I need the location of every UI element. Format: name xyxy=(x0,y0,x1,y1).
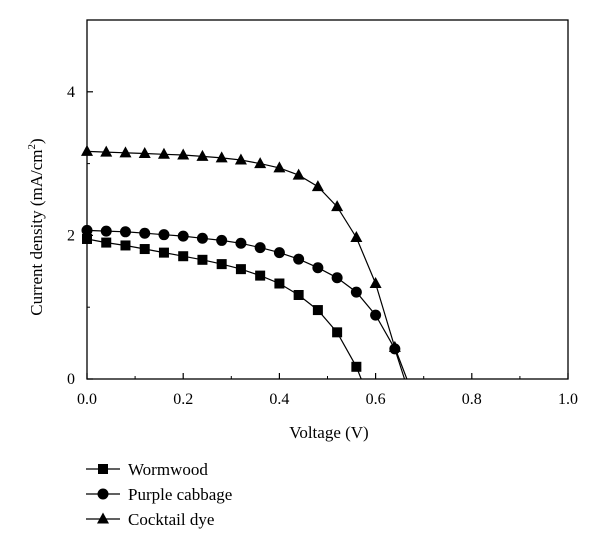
data-point-triangle xyxy=(138,147,151,159)
data-point-triangle xyxy=(177,148,190,160)
data-point-circle xyxy=(273,247,285,259)
y-tick-label: 0 xyxy=(67,371,75,388)
data-point-circle xyxy=(216,234,228,246)
series-markers xyxy=(81,144,401,372)
series-line xyxy=(86,238,362,380)
data-point-circle xyxy=(235,237,247,249)
series-curves xyxy=(86,150,408,380)
x-tick-label: 1.0 xyxy=(558,391,578,408)
data-point-circle xyxy=(350,286,362,298)
legend-item: Purple cabbage xyxy=(86,485,232,504)
data-point-circle xyxy=(293,253,305,265)
data-point-square xyxy=(351,361,362,372)
data-point-square xyxy=(82,233,92,244)
data-point-square xyxy=(332,327,343,338)
data-point-triangle xyxy=(196,149,209,161)
y-axis-title: Current density (mA/cm2) xyxy=(26,138,46,315)
series-line xyxy=(86,229,406,380)
x-tick-label: 0.8 xyxy=(462,391,482,408)
y-tick-label: 2 xyxy=(67,227,75,244)
legend-marker-square xyxy=(98,464,108,474)
data-point-triangle xyxy=(273,161,286,173)
data-point-square xyxy=(178,251,189,262)
data-point-circle xyxy=(254,242,266,254)
data-point-square xyxy=(293,289,304,300)
data-point-triangle xyxy=(311,180,324,192)
data-point-circle xyxy=(81,224,93,236)
data-point-square xyxy=(158,247,169,258)
data-point-triangle xyxy=(215,151,228,163)
x-tick-label: 0.0 xyxy=(77,391,97,408)
y-tick-label: 4 xyxy=(67,84,75,101)
data-point-circle xyxy=(312,262,324,274)
data-point-triangle xyxy=(254,157,267,169)
data-point-square xyxy=(139,244,150,255)
legend-item: Cocktail dye xyxy=(86,510,214,529)
data-point-triangle xyxy=(81,144,93,156)
data-point-square xyxy=(120,240,131,251)
data-point-circle xyxy=(331,272,343,284)
data-point-triangle xyxy=(100,145,113,157)
data-point-circle xyxy=(177,230,189,242)
plot-border xyxy=(86,19,569,380)
data-point-triangle xyxy=(388,340,401,352)
data-point-square xyxy=(216,259,227,270)
legend-item: Wormwood xyxy=(86,460,208,479)
data-point-square xyxy=(255,270,266,281)
data-point-square xyxy=(235,264,246,275)
data-point-triangle xyxy=(234,153,247,165)
data-point-circle xyxy=(119,226,131,238)
x-tick-label: 0.4 xyxy=(269,391,289,408)
data-point-triangle xyxy=(292,168,305,180)
data-point-triangle xyxy=(119,146,132,158)
legend-marker-circle xyxy=(97,488,109,500)
data-point-square xyxy=(312,305,323,316)
legend-label: Cocktail dye xyxy=(128,510,214,529)
series-line xyxy=(86,150,408,380)
y-axis-title-main: Current density (mA/cm xyxy=(27,149,46,315)
plot-frame xyxy=(86,19,569,380)
data-point-triangle xyxy=(157,147,170,159)
x-tick-label: 0.2 xyxy=(173,391,193,408)
x-tick-label: 0.6 xyxy=(366,391,386,408)
x-axis-title: Voltage (V) xyxy=(289,423,368,442)
legend-marker-triangle xyxy=(97,512,109,524)
data-point-square xyxy=(197,254,208,265)
legend-label: Wormwood xyxy=(128,460,208,479)
data-point-triangle xyxy=(350,231,363,243)
y-axis-title-superscript: 2 xyxy=(26,144,38,150)
data-point-circle xyxy=(196,232,208,244)
data-point-circle xyxy=(370,309,382,321)
legend: Wormwood Purple cabbage Cocktail dye xyxy=(86,460,232,529)
data-point-circle xyxy=(158,229,170,241)
x-axis-ticks: 0.0 0.2 0.4 0.6 0.8 1.0 xyxy=(77,373,578,408)
legend-label: Purple cabbage xyxy=(128,485,232,504)
data-point-triangle xyxy=(331,200,344,212)
y-axis-title-close: ) xyxy=(27,138,46,144)
data-point-circle xyxy=(139,227,151,239)
data-point-square xyxy=(101,237,112,248)
data-point-square xyxy=(274,278,285,289)
data-point-circle xyxy=(100,225,112,237)
data-point-triangle xyxy=(369,277,382,289)
